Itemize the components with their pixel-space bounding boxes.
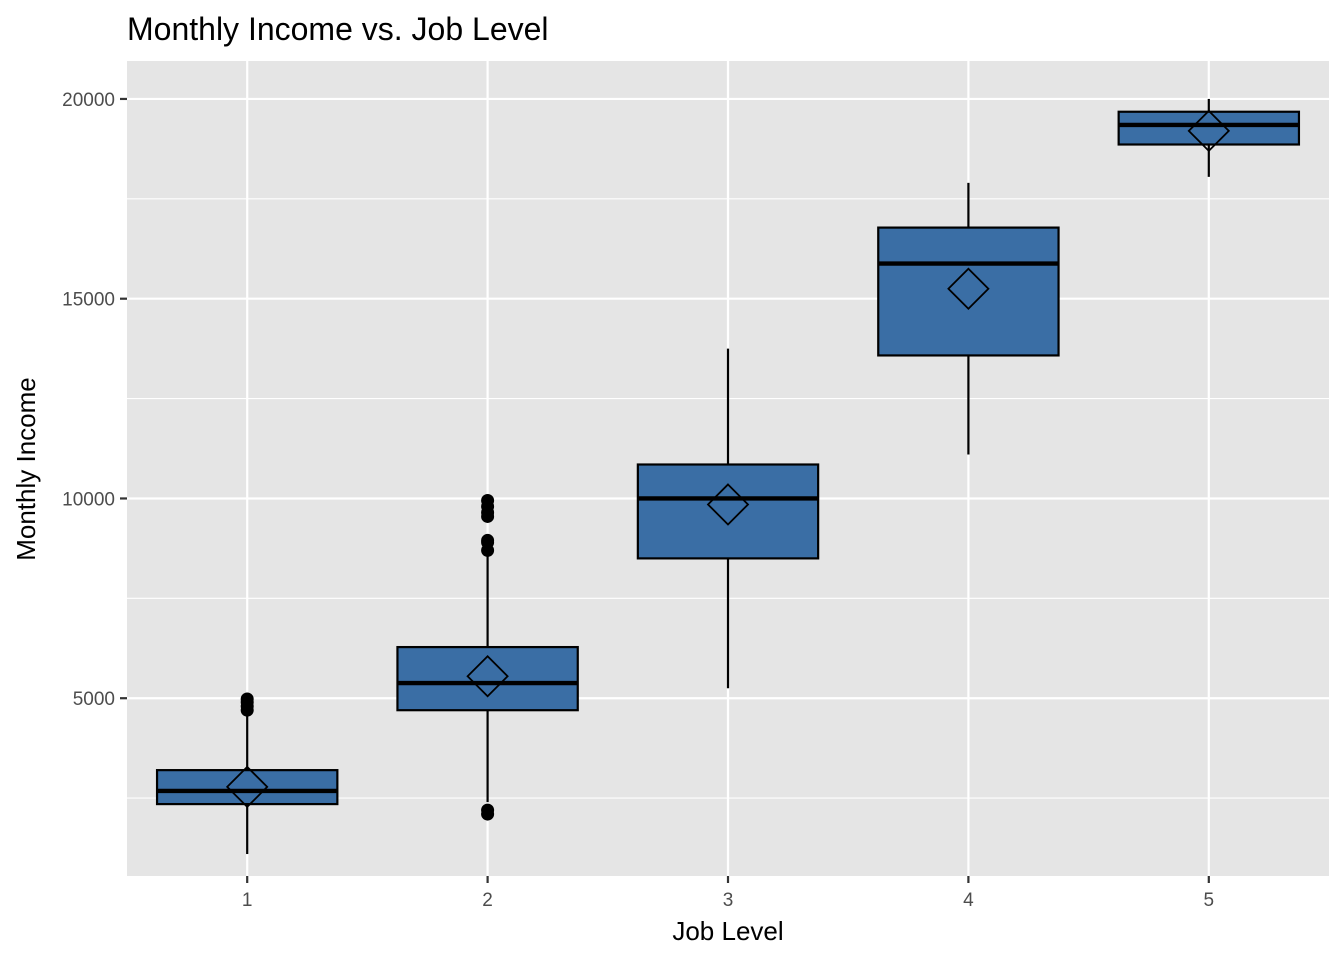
- mean-marker: [225, 765, 269, 809]
- y-tick-label: 15000: [62, 290, 115, 311]
- x-axis-ticks: 1 2 3 4 5: [242, 876, 1214, 911]
- box-level-3: [636, 348, 820, 689]
- y-axis-ticks: 5000 10000 15000 20000: [62, 90, 127, 710]
- x-tick-label: 1: [242, 890, 253, 911]
- x-tick-label: 3: [723, 890, 734, 911]
- mean-marker: [947, 267, 990, 310]
- outlier-point: [481, 803, 495, 817]
- outlier-point: [240, 692, 254, 706]
- box-iqr: [1117, 110, 1301, 146]
- x-tick-label: 5: [1204, 890, 1215, 911]
- y-tick-label: 10000: [62, 489, 115, 510]
- y-tick-label: 5000: [73, 689, 115, 710]
- box-iqr: [636, 463, 820, 560]
- mean-marker: [1187, 109, 1231, 153]
- box-level-4: [877, 182, 1060, 455]
- outlier-point: [481, 533, 495, 547]
- x-axis-title: Job Level: [672, 916, 783, 946]
- outlier-point: [481, 493, 495, 507]
- chart-title: Monthly Income vs. Job Level: [127, 11, 549, 47]
- y-tick-label: 20000: [62, 90, 115, 111]
- y-axis-title: Monthly Income: [11, 377, 41, 561]
- x-tick-label: 2: [482, 890, 493, 911]
- box-level-5: [1117, 98, 1301, 177]
- box-level-1: [155, 692, 339, 855]
- box-iqr: [396, 645, 579, 712]
- mean-marker: [466, 654, 509, 698]
- box-level-2: [396, 493, 579, 821]
- box-iqr: [877, 226, 1060, 357]
- x-tick-label: 4: [963, 890, 974, 911]
- box-series: [155, 98, 1301, 855]
- mean-marker: [706, 483, 750, 526]
- box-iqr: [155, 769, 339, 806]
